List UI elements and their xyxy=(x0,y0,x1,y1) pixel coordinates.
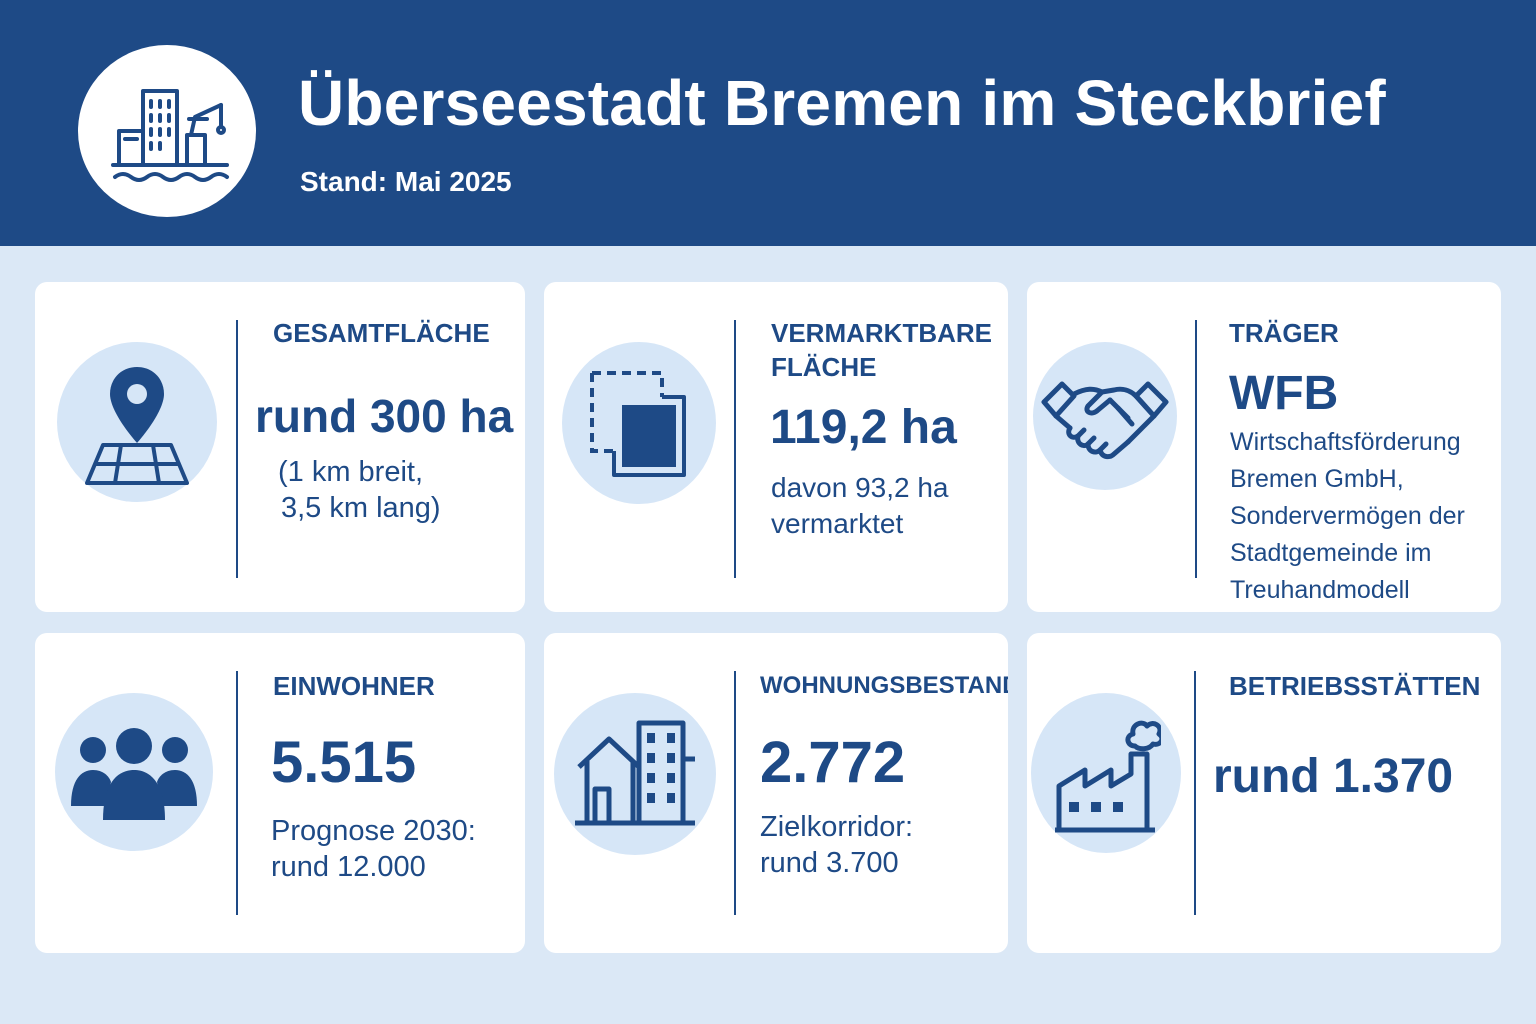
card-label: BETRIEBSSTÄTTEN xyxy=(1229,671,1481,701)
card-divider xyxy=(236,671,238,915)
card-value: rund 300 ha xyxy=(255,390,514,442)
card-divider xyxy=(1195,320,1197,578)
header-banner: Überseestadt Bremen im Steckbrief Stand:… xyxy=(0,0,1536,246)
card-vermarktbare-flaeche: VERMARKTBARE FLÄCHE 119,2 ha davon 93,2 … xyxy=(544,282,1008,612)
people-icon xyxy=(71,728,197,820)
card-betriebsstaetten: BETRIEBSSTÄTTEN rund 1.370 xyxy=(1027,633,1501,953)
card-value: 5.515 xyxy=(271,730,417,795)
card-value: rund 1.370 xyxy=(1213,750,1454,803)
card-label: WOHNUNGSBESTAND xyxy=(760,672,1008,699)
card-value: 2.772 xyxy=(760,730,906,795)
card-note: Zielkorridor: rund 3.700 xyxy=(760,811,914,879)
icon-circle xyxy=(554,693,716,855)
harbor-city-icon xyxy=(111,89,229,182)
map-pin-icon xyxy=(85,367,189,485)
card-value: 119,2 ha xyxy=(770,401,957,454)
factory-icon xyxy=(1055,720,1161,833)
card-gesamtflaeche: GESAMTFLÄCHE rund 300 ha (1 km breit, 3,… xyxy=(35,282,525,612)
icon-circle xyxy=(1031,693,1181,853)
card-divider xyxy=(734,671,736,915)
card-label: VERMARKTBARE FLÄCHE xyxy=(771,318,992,382)
card-note: Wirtschaftsförderung Bremen GmbH, Sonder… xyxy=(1230,428,1465,604)
housing-icon xyxy=(575,720,695,826)
card-label: EINWOHNER xyxy=(273,671,435,701)
card-note: (1 km breit, 3,5 km lang) xyxy=(278,456,441,524)
card-divider xyxy=(734,320,736,578)
status-date: Stand: Mai 2025 xyxy=(300,166,512,197)
page-title: Überseestadt Bremen im Steckbrief xyxy=(298,67,1386,139)
card-wohnungsbestand: WOHNUNGSBESTAND 2.772 Zielkorridor: rund… xyxy=(544,633,1008,953)
icon-circle xyxy=(57,342,217,502)
card-divider xyxy=(236,320,238,578)
card-value: WFB xyxy=(1229,367,1339,420)
area-plot-icon xyxy=(590,371,686,477)
card-divider xyxy=(1194,671,1196,915)
handshake-icon xyxy=(1041,381,1169,460)
card-traeger: TRÄGER WFB Wirtschaftsförderung Bremen G… xyxy=(1027,282,1501,612)
icon-circle xyxy=(562,342,716,504)
icon-circle xyxy=(1033,342,1177,490)
icon-circle xyxy=(55,693,213,851)
logo-badge xyxy=(78,45,256,217)
card-label: TRÄGER xyxy=(1229,318,1339,348)
card-note: davon 93,2 ha vermarktet xyxy=(771,472,949,539)
card-einwohner: EINWOHNER 5.515 Prognose 2030: rund 12.0… xyxy=(35,633,525,953)
card-label: GESAMTFLÄCHE xyxy=(273,318,490,348)
card-note: Prognose 2030: rund 12.000 xyxy=(271,815,476,883)
